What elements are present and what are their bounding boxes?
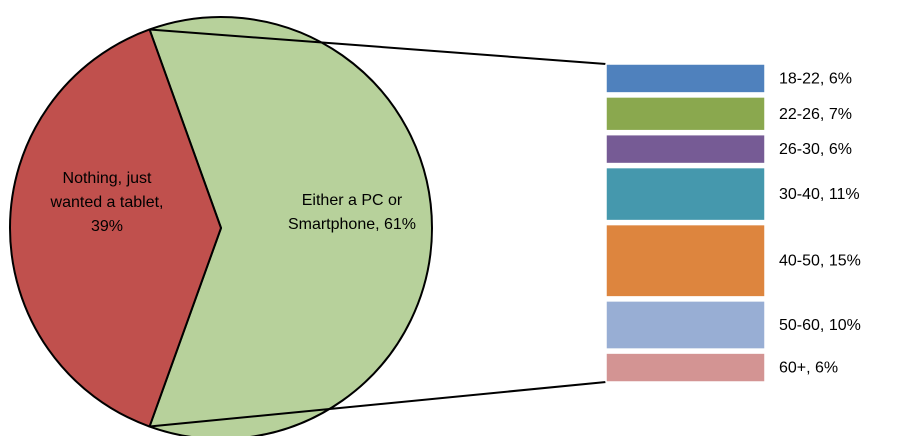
bar-segment-label-40-50-15: 40-50, 15%: [779, 253, 861, 270]
bar-segment-label-22-26-7: 22-26, 7%: [779, 106, 852, 123]
bar-segment-30-40-11: [606, 167, 765, 221]
bar-segment-label-18-22-6: 18-22, 6%: [779, 70, 852, 87]
bar-segment-border-30-40-11: [605, 166, 766, 222]
bar-segment-label-60-6: 60+, 6%: [779, 360, 838, 377]
connector-line-bottom: [149, 381, 607, 428]
bar-segment-26-30-6: [606, 134, 765, 164]
bar-segment-18-22-6: [606, 64, 765, 93]
bar-segment-label-30-40-11: 30-40, 11%: [779, 186, 860, 203]
bar-segment-border-18-22-6: [605, 63, 766, 94]
bar-segment-40-50-15: [606, 224, 765, 297]
bar-segment-label-50-60-10: 50-60, 10%: [779, 317, 861, 334]
pie-slice-label-nothing-just-wanted-a-tablet-39: Nothing, just wanted a tablet, 39%: [50, 170, 164, 235]
connector-line-top: [149, 28, 607, 65]
bar-segment-border-26-30-6: [605, 133, 766, 165]
bar-segment-60-6: [606, 353, 765, 382]
bar-segment-border-60-6: [605, 352, 766, 383]
bar-segment-label-26-30-6: 26-30, 6%: [779, 141, 852, 158]
bar-segment-border-22-26-7: [605, 96, 766, 132]
pie-slice-nothing-just-wanted-a-tablet-39: [9, 28, 222, 428]
bar-segment-50-60-10: [606, 300, 765, 350]
pie-slice-label-either-a-pc-or-smartphone-61: Either a PC or Smartphone, 61%: [288, 192, 416, 233]
bar-segment-border-50-60-10: [605, 300, 766, 350]
bar-segment-22-26-7: [606, 96, 765, 131]
bar-segment-border-40-50-15: [605, 223, 766, 298]
pie-slice-either-a-pc-or-smartphone-61: [148, 16, 433, 436]
